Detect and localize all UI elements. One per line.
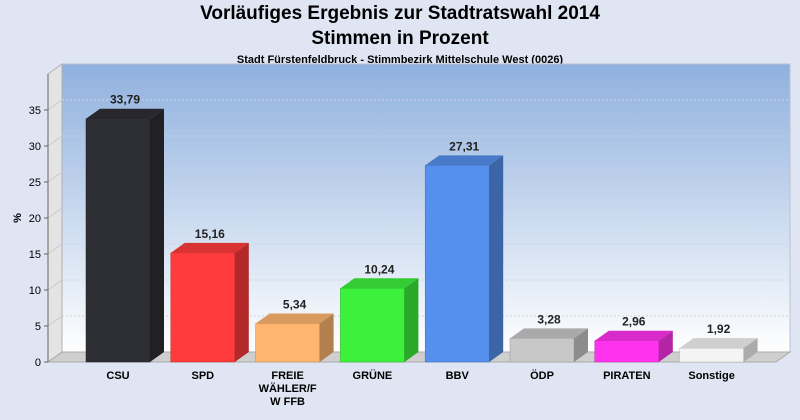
x-tick-label: BBV [446, 370, 470, 382]
y-tick-label: 15 [29, 249, 41, 261]
bar-value-label: 33,79 [110, 93, 140, 107]
x-tick-label: PIRATEN [603, 370, 651, 382]
bar-top [510, 328, 588, 339]
x-tick-label: CSU [106, 370, 129, 382]
chart-subtitle: Stimmen in Prozent [311, 28, 489, 49]
chart-title: Vorläufiges Ergebnis zur Stadtratswahl 2… [200, 3, 600, 24]
bar-front [424, 165, 490, 363]
bar-top [340, 278, 419, 289]
x-tick-label: GRÜNE [353, 369, 393, 382]
y-tick-label: 20 [29, 213, 41, 225]
bar-value-label: 5,34 [283, 298, 307, 312]
y-tick-label: 35 [29, 105, 41, 117]
bar [679, 338, 758, 363]
y-tick-label: 25 [29, 177, 41, 189]
bar [594, 330, 673, 363]
bar [340, 278, 419, 363]
bar-value-label: 3,28 [537, 312, 561, 326]
bar-side [319, 313, 334, 362]
bar-top [86, 108, 164, 119]
bar [170, 242, 249, 363]
bar-front [594, 340, 660, 363]
bar-top [170, 242, 249, 253]
bar-front [509, 338, 575, 363]
bar-value-label: 15,16 [195, 227, 225, 241]
x-tick-label: Sonstige [688, 370, 734, 382]
y-tick-label: 5 [35, 321, 41, 333]
gridline-side [47, 135, 63, 147]
bar-front [170, 252, 236, 363]
y-tick-label: 0 [35, 357, 41, 369]
bar-top [255, 313, 334, 324]
bar [509, 328, 588, 363]
bar-value-label: 2,96 [622, 315, 646, 329]
bar-top [425, 155, 504, 166]
bar-front [679, 347, 744, 363]
x-tick-label: SPD [191, 370, 214, 382]
gridline-side [47, 279, 63, 291]
gridline-side [47, 99, 63, 111]
bar-side [658, 330, 673, 362]
bar-front [340, 288, 405, 363]
bar-front [255, 323, 320, 363]
y-axis-label: % [12, 213, 24, 223]
bar-value-label: 10,24 [364, 262, 394, 276]
bar-side [574, 328, 588, 362]
y-tick-label: 30 [29, 141, 41, 153]
gridline-side [47, 171, 63, 183]
bar [255, 313, 334, 363]
x-tick-label: FREIE WÄHLER/F W FFB [259, 370, 317, 408]
bar-value-label: 1,92 [707, 322, 731, 336]
gridline-side [47, 207, 63, 219]
gridline-side [47, 243, 63, 255]
bar-value-label: 27,31 [449, 139, 479, 153]
bar [424, 155, 504, 363]
bar-top [679, 338, 758, 349]
bar-side [489, 155, 504, 362]
bar-side [150, 108, 164, 362]
y-tick-label: 10 [29, 285, 41, 297]
chart-location: Stadt Fürstenfeldbruck - Stimmbezirk Mit… [236, 54, 564, 66]
bar [85, 108, 164, 363]
bar-side [404, 278, 419, 362]
bar-side [234, 242, 249, 362]
bar-front [85, 118, 151, 363]
x-tick-label: ÖDP [530, 369, 554, 382]
gridline-side [47, 315, 63, 327]
bar-top [594, 330, 673, 341]
bar-side [743, 338, 758, 362]
